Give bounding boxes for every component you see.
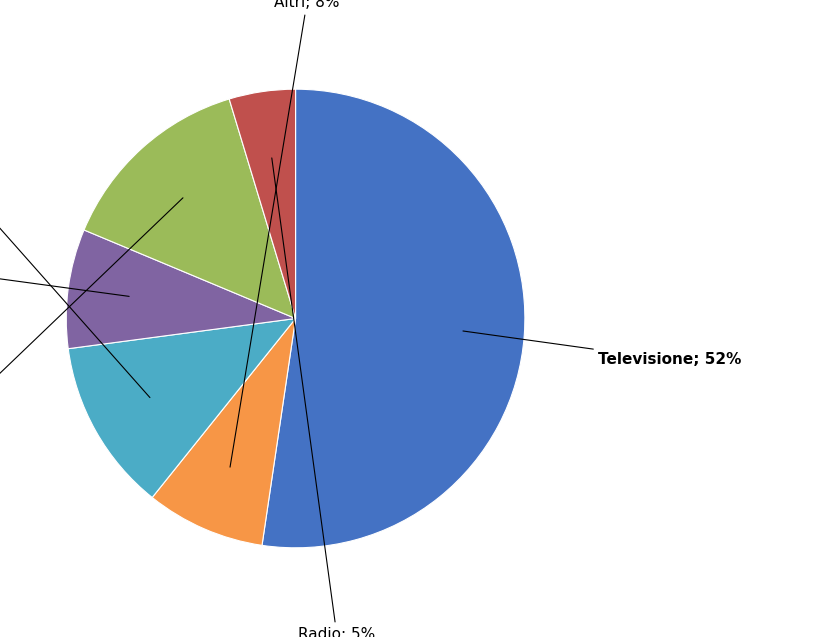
Wedge shape <box>229 89 296 318</box>
Text: Periodici; 8%: Periodici; 8% <box>0 261 129 296</box>
Text: Internet; 12%: Internet; 12% <box>0 146 150 397</box>
Text: Altri; 8%: Altri; 8% <box>230 0 340 467</box>
Wedge shape <box>84 99 296 318</box>
Wedge shape <box>262 89 525 548</box>
Wedge shape <box>67 230 296 348</box>
Text: Radio; 5%: Radio; 5% <box>272 158 375 637</box>
Text: Quotidiani; 14%: Quotidiani; 14% <box>0 198 183 468</box>
Wedge shape <box>152 318 296 545</box>
Wedge shape <box>68 318 296 497</box>
Text: Televisione; 52%: Televisione; 52% <box>463 331 741 368</box>
